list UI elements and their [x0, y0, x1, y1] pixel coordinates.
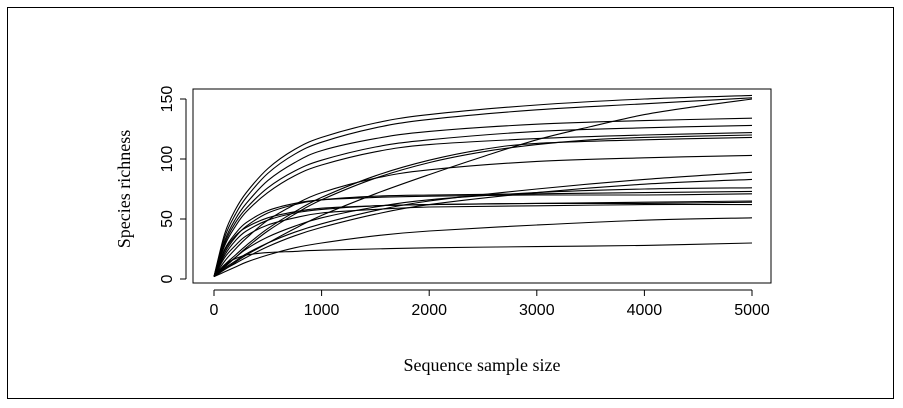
x-axis: 0 1000 2000 3000 4000 5000 — [210, 289, 770, 319]
series-line-5 — [213, 124, 753, 277]
series-curves — [213, 94, 753, 278]
y-axis-title: Species richness — [114, 130, 134, 248]
series-line-8 — [213, 136, 753, 277]
y-tick-label: 150 — [159, 86, 176, 113]
series-line-4 — [213, 117, 753, 277]
y-tick-label: 0 — [159, 274, 176, 283]
series-line-2 — [213, 97, 753, 277]
series-line-13 — [213, 178, 753, 278]
y-tick-label: 50 — [159, 210, 176, 228]
series-line-18 — [213, 217, 753, 278]
x-tick-label: 4000 — [627, 302, 663, 319]
figure-frame — [7, 7, 894, 399]
series-line-15 — [213, 200, 753, 277]
series-line-14 — [213, 187, 753, 277]
series-line-1 — [213, 94, 753, 277]
x-tick-label: 2000 — [411, 302, 447, 319]
series-line-3 — [213, 98, 753, 278]
x-tick-label: 0 — [210, 302, 219, 319]
series-line-16 — [213, 201, 753, 277]
plot-area-border — [192, 88, 772, 284]
x-tick-label: 3000 — [519, 302, 555, 319]
series-line-11 — [213, 193, 753, 277]
y-axis: 0 50 100 150 — [159, 86, 187, 283]
series-line-19 — [213, 242, 753, 277]
series-line-17 — [213, 203, 753, 277]
x-axis-title: Sequence sample size — [404, 355, 561, 375]
series-line-6 — [213, 132, 753, 277]
x-tick-label: 5000 — [734, 302, 770, 319]
series-line-9 — [213, 154, 753, 277]
y-tick-label: 100 — [159, 146, 176, 173]
series-line-12 — [213, 171, 753, 278]
x-tick-label: 1000 — [304, 302, 340, 319]
